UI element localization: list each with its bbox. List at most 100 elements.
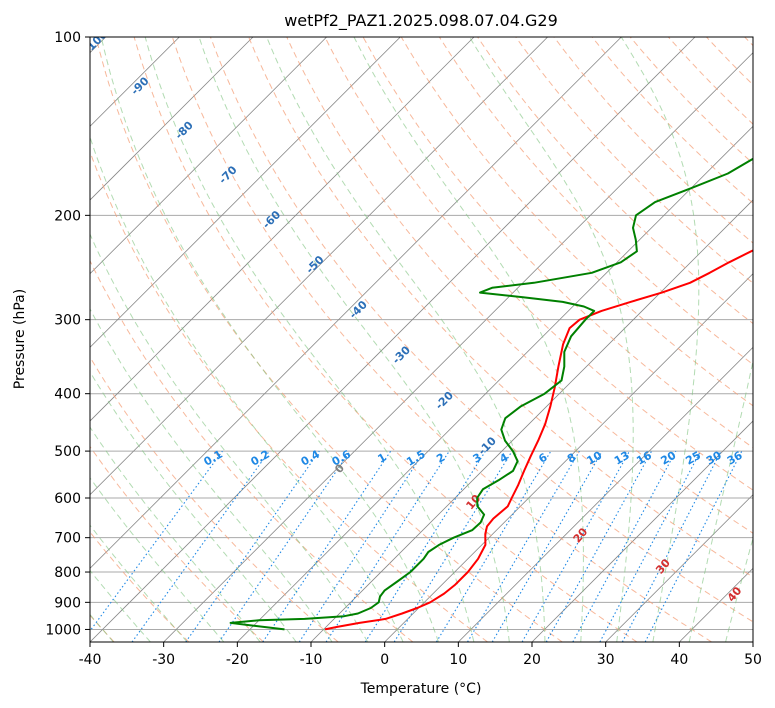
grid-layer	[90, 37, 753, 642]
mixing-ratio-line	[364, 450, 486, 642]
dry-adiabat-label: -90	[128, 74, 151, 97]
mixing-ratio-line	[90, 450, 223, 632]
moist-adiabat-label: 20	[571, 525, 591, 545]
mixing-ratio-label: 1	[376, 451, 389, 466]
isotherm-line	[237, 125, 753, 642]
y-tick-label: 500	[54, 444, 81, 460]
dry-adiabat-line	[591, 37, 753, 204]
dry-adiabat-line	[210, 37, 753, 623]
dry-adiabat-line	[706, 37, 753, 86]
mixing-ratio-line	[467, 450, 580, 642]
y-tick-label: 900	[54, 595, 81, 611]
dry-adiabat-label: -100	[81, 28, 110, 57]
mixing-ratio-lines	[90, 450, 743, 642]
dry-adiabat-line	[362, 37, 753, 449]
y-tick-label: 700	[54, 531, 81, 547]
mixing-ratio-label: 4	[497, 450, 510, 465]
x-tick-label: 50	[744, 652, 762, 668]
dry-adiabat-label: -70	[216, 163, 239, 186]
dry-adiabat-line	[515, 37, 753, 284]
y-tick-label: 400	[54, 387, 81, 403]
moist-adiabat-line	[90, 426, 261, 642]
moist-adiabat-line	[100, 37, 439, 642]
dry-adiabat-line	[90, 150, 488, 642]
x-tick-label: 20	[523, 652, 541, 668]
moist-adiabat-line	[144, 37, 475, 642]
isotherm-line	[531, 420, 753, 642]
dry-adiabat-label: -80	[173, 118, 196, 141]
x-tick-label: 0	[380, 652, 389, 668]
isotherm-line	[384, 273, 753, 642]
isotherm-line	[90, 37, 401, 348]
x-tick-label: -20	[226, 652, 249, 668]
x-tick-label: 30	[597, 652, 615, 668]
x-axis-label: Temperature (°C)	[360, 681, 482, 697]
temperature-trace	[324, 249, 753, 631]
moist-adiabat-line	[90, 232, 369, 642]
moist-adiabat-line	[90, 308, 333, 642]
mixing-ratio-line	[599, 450, 702, 642]
dry-adiabat-line	[133, 37, 638, 642]
mixing-ratio-label: 2	[434, 451, 447, 466]
x-axis-ticks: -40 -30 -20 -10 0 10 20 30 40 50	[79, 642, 762, 668]
isotherm-line	[458, 346, 753, 642]
isotherm-line	[310, 199, 753, 642]
isotherm-line	[90, 37, 327, 275]
moist-adiabat-line	[0, 37, 2, 642]
y-tick-label: 1000	[45, 622, 81, 638]
dry-adiabat-line	[90, 356, 339, 642]
x-tick-label: -10	[300, 652, 323, 668]
moist-adiabat-line	[469, 37, 634, 642]
dry-adiabat-line	[90, 259, 414, 642]
dry-adiabat-line	[629, 37, 753, 165]
sounding-traces	[229, 157, 753, 631]
plot-frame	[89, 36, 754, 643]
dry-adiabat-line	[553, 37, 753, 244]
mixing-ratio-line	[545, 450, 653, 642]
overlay-labels: 0.1 0.2 0.4 0.6 1 1.5 2 3 4 6 8 10 13 16 20 25 30 36-100-…	[81, 28, 745, 604]
moist-adiabat-label: 30	[653, 556, 673, 576]
mixing-ratio-line	[572, 450, 677, 642]
moist-adiabat-line	[90, 476, 225, 642]
y-tick-label: 100	[54, 30, 81, 46]
y-tick-label: 600	[54, 491, 81, 507]
mixing-ratio-line	[218, 450, 351, 642]
isotherm-line	[90, 37, 696, 642]
isotherm-line	[679, 567, 753, 642]
dewpoint-trace	[229, 157, 753, 631]
moist-adiabat-line	[353, 37, 584, 642]
mixing-ratio-line	[521, 450, 630, 642]
dry-adiabat-line	[438, 37, 753, 366]
mixing-ratio-line	[185, 450, 320, 642]
dry-adiabats	[90, 37, 753, 642]
mixing-ratio-line	[491, 450, 603, 642]
y-tick-label: 300	[54, 313, 81, 329]
plot-area: 0.1 0.2 0.4 0.6 1 1.5 2 3 4 6 8 10 13 16 20 25 30 36-100-…	[0, 28, 753, 642]
isotherm-line	[90, 37, 622, 569]
moist-adiabat-line	[266, 37, 546, 642]
moist-adiabat-line	[90, 569, 151, 642]
x-tick-label: -30	[152, 652, 175, 668]
dry-adiabat-line	[90, 445, 264, 642]
isotherm-line	[90, 37, 548, 496]
dry-adiabat-label: -50	[303, 253, 326, 276]
y-tick-label: 200	[54, 208, 81, 224]
dry-adiabat-line	[400, 37, 753, 407]
dry-adiabat-line	[90, 531, 190, 642]
mixing-ratio-line	[325, 450, 450, 642]
mixing-ratio-line	[262, 450, 392, 642]
chart-title: wetPf2_PAZ1.2025.098.07.04.G29	[284, 11, 558, 31]
isotherm-line	[90, 37, 254, 201]
x-tick-label: 40	[670, 652, 688, 668]
dry-adiabat-label: -20	[433, 389, 456, 412]
dry-adiabat-line	[668, 37, 753, 125]
y-tick-label: 800	[54, 565, 81, 581]
dry-adiabat-label: -30	[390, 343, 413, 366]
dry-adiabat-line	[95, 37, 563, 642]
moist-adiabat-line	[620, 37, 700, 642]
mixing-ratio-line	[435, 450, 552, 642]
dry-adiabat-line	[324, 37, 753, 491]
x-tick-label: -40	[79, 652, 102, 668]
mixing-ratio-label: 8	[565, 451, 578, 466]
